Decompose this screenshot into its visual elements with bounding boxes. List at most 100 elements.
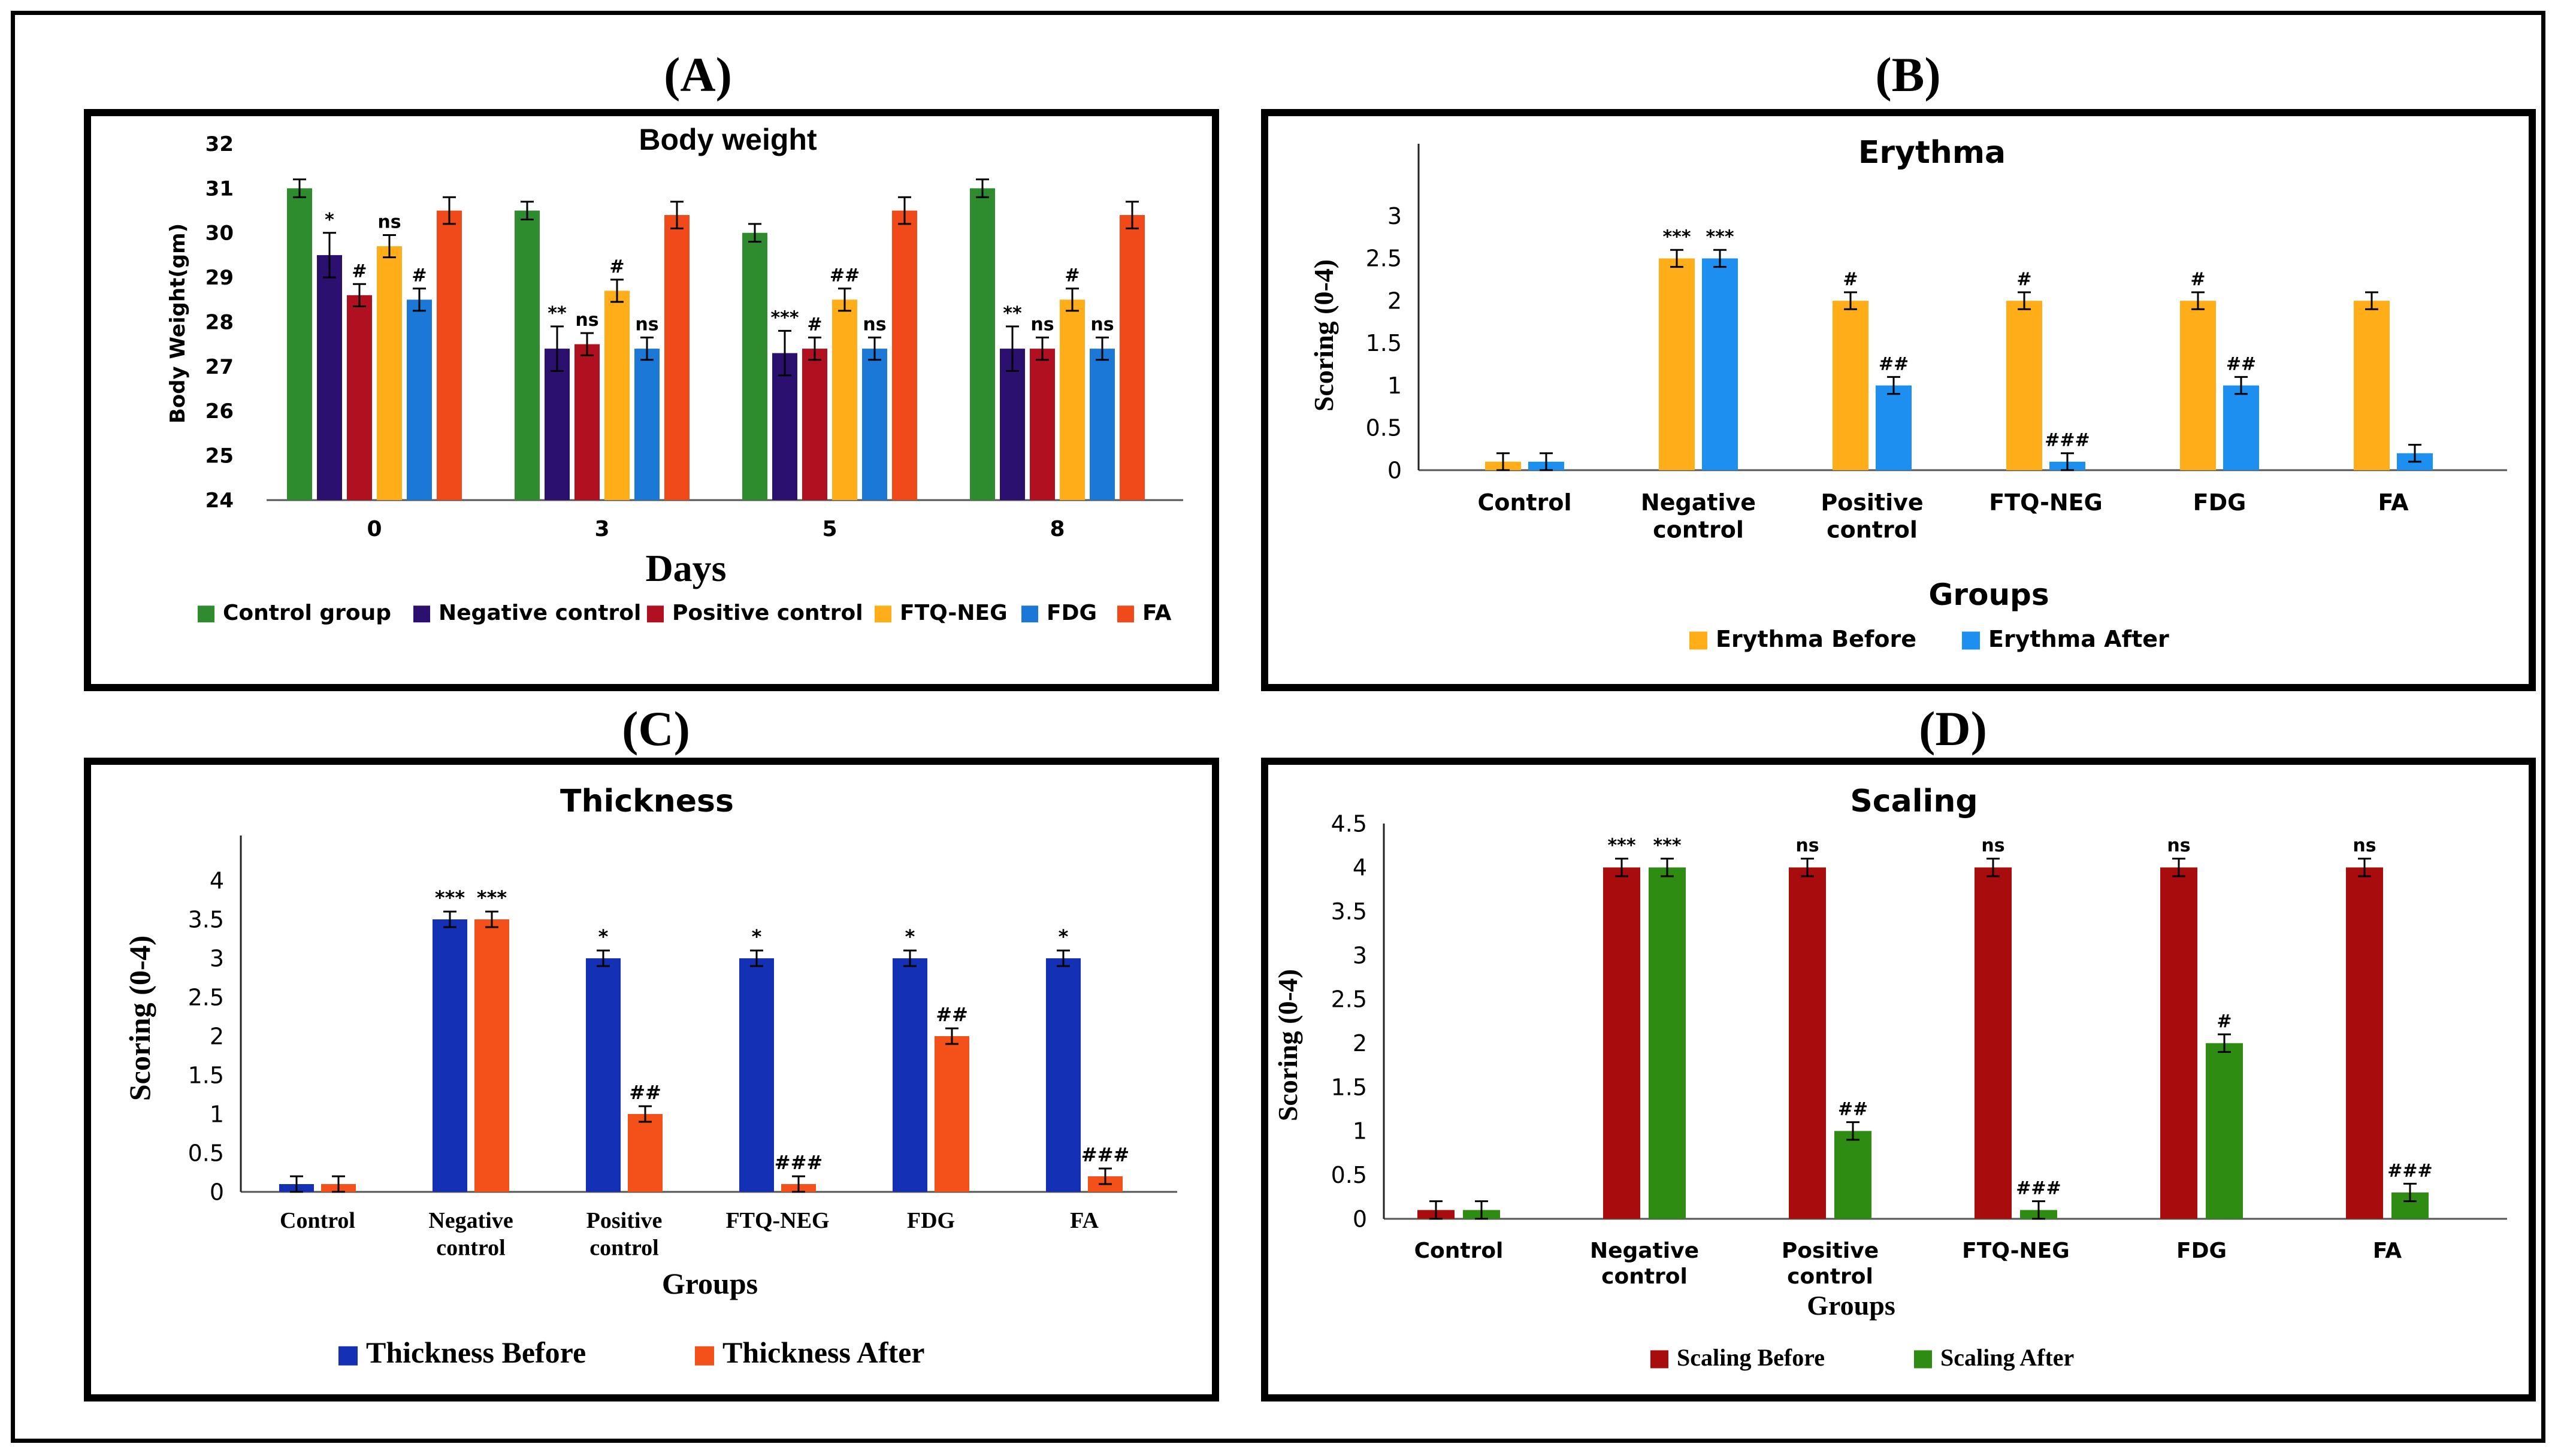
significance-label: *** — [1662, 226, 1691, 247]
legend-label: Thickness After — [722, 1336, 925, 1369]
significance-label: ns — [863, 314, 886, 335]
bar — [739, 958, 774, 1192]
legend-swatch — [1689, 631, 1707, 650]
bar — [1060, 299, 1085, 500]
significance-label: * — [598, 925, 609, 948]
legend-label: Control group — [223, 601, 391, 625]
y-tick-label: 2 — [210, 1023, 224, 1049]
bar — [1120, 215, 1145, 500]
bar — [2354, 301, 2390, 470]
bar — [437, 210, 462, 500]
bar — [1833, 301, 1868, 470]
significance-label: ### — [2387, 1160, 2432, 1181]
significance-label: ## — [2226, 353, 2256, 374]
y-tick-label: 1 — [210, 1101, 224, 1127]
x-tick-label: Negative control — [1641, 489, 1756, 543]
bar — [575, 344, 600, 500]
significance-label: *** — [1653, 836, 1681, 856]
x-axis-label: Days — [645, 547, 726, 589]
legend-label: Scaling Before — [1677, 1344, 1825, 1371]
legend-swatch — [413, 606, 430, 623]
bar — [407, 299, 432, 500]
bar — [586, 958, 621, 1192]
bar — [832, 299, 857, 500]
y-tick-label: 4 — [1353, 855, 1367, 881]
y-tick-label: 0 — [210, 1179, 224, 1205]
y-axis-label: Scoring (0-4) — [123, 936, 156, 1101]
significance-label: ns — [1981, 836, 2004, 856]
panel-label-c: (C) — [622, 701, 690, 756]
bar — [1030, 349, 1055, 500]
y-tick-label: 3.5 — [1331, 898, 1367, 925]
y-tick-label: 1.5 — [1331, 1074, 1367, 1100]
chart-title: Erythma — [1858, 135, 2006, 171]
legend-swatch — [338, 1346, 358, 1366]
y-tick-label: 0.5 — [1366, 415, 1402, 441]
legend-swatch — [695, 1346, 714, 1366]
x-axis-label: Groups — [1807, 1290, 1895, 1321]
y-tick-label: 3.5 — [188, 906, 224, 933]
significance-label: ### — [2016, 1178, 2061, 1199]
significance-label: # — [1843, 269, 1858, 290]
significance-label: ns — [2353, 836, 2376, 856]
x-tick-label: FA — [2378, 489, 2409, 516]
significance-label: * — [752, 925, 762, 948]
bar — [1603, 867, 1640, 1219]
chart-d: Scaling 0 0.5 1 1.5 2 2.5 3 3.5 4 4.5 Scoring (0-4)… — [1272, 783, 2507, 1371]
significance-label: ns — [635, 314, 658, 335]
y-tick-label: 28 — [205, 310, 234, 334]
legend-swatch — [1117, 606, 1134, 623]
significance-label: ns — [377, 211, 401, 232]
bar — [935, 1036, 969, 1192]
x-tick-label: Positive control — [1821, 489, 1923, 543]
bar — [634, 349, 660, 500]
significance-label: ### — [775, 1151, 823, 1174]
bar — [545, 349, 570, 500]
significance-label: ns — [575, 310, 598, 331]
bar — [347, 295, 372, 500]
bar — [1649, 867, 1686, 1219]
significance-label: ns — [1795, 836, 1819, 856]
y-tick-label: 31 — [205, 177, 234, 201]
x-tick-label: Positive control — [586, 1208, 663, 1261]
x-tick-label: FDG — [2193, 489, 2246, 516]
x-tick-label: FTQ-NEG — [1962, 1239, 2070, 1263]
y-tick-label: 0.5 — [188, 1140, 224, 1166]
legend-swatch — [1962, 631, 1980, 650]
y-tick-label: 30 — [205, 222, 234, 246]
y-tick-label: 1 — [1353, 1118, 1367, 1145]
panel-label-d: (D) — [1919, 701, 1987, 756]
y-tick-label: 27 — [205, 355, 234, 379]
chart-title: Thickness — [560, 783, 734, 819]
legend-label: Erythma Before — [1716, 626, 1916, 652]
bar — [1702, 258, 1738, 470]
chart-b: Erythma 0 0.5 1 1.5 2 2.5 3 Scoring (0-4) Control… — [1308, 135, 2507, 652]
x-tick-label: 3 — [594, 517, 609, 541]
legend-swatch — [647, 606, 664, 623]
legend-label: Thickness Before — [366, 1336, 586, 1369]
chart-title: Scaling — [1850, 783, 1978, 819]
x-tick-label: 5 — [822, 517, 837, 541]
y-tick-label: 3 — [1353, 942, 1367, 968]
bar — [2346, 867, 2383, 1219]
significance-label: ## — [830, 265, 860, 286]
y-tick-label: 4 — [210, 867, 224, 894]
bar — [1789, 867, 1826, 1219]
x-tick-label: Negative control — [428, 1208, 513, 1261]
legend-swatch — [1914, 1350, 1932, 1369]
x-tick-label: Control — [280, 1208, 355, 1233]
legend-swatch — [1021, 606, 1038, 623]
bar — [2160, 867, 2197, 1219]
bar — [1659, 258, 1695, 470]
significance-label: ns — [1030, 314, 1054, 335]
bar — [1090, 349, 1115, 500]
bar — [892, 210, 917, 500]
bar — [742, 232, 767, 500]
significance-label: ns — [1090, 314, 1114, 335]
panel-label-b: (B) — [1875, 47, 1941, 102]
legend-label: Negative control — [439, 601, 641, 625]
panel-d-frame — [1261, 758, 2536, 1401]
bar — [1000, 349, 1025, 500]
significance-label: # — [2190, 269, 2205, 290]
